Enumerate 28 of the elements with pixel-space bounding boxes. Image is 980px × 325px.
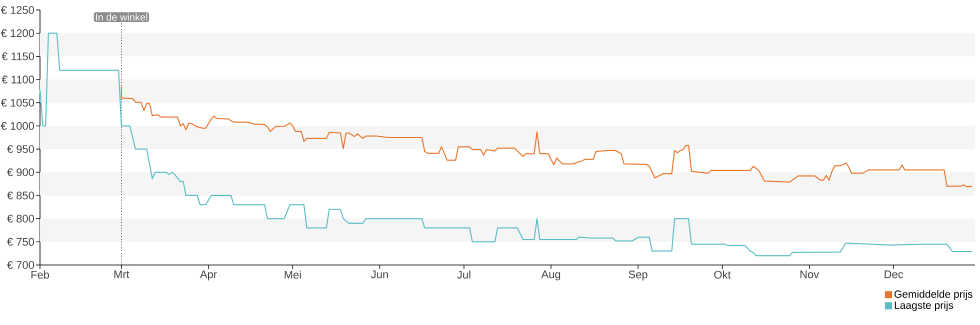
x-tick-label: Jun [371, 270, 388, 278]
y-tick-label: € 950 [7, 145, 34, 153]
ref-line-label: In de winkel [96, 13, 148, 21]
legend-label: Gemiddelde prijs [894, 290, 972, 300]
x-tick-label: Mrt [114, 270, 130, 278]
x-tick-label: Jul [457, 270, 470, 279]
y-tick-label: € 1050 [0, 98, 34, 107]
x-tick-label: Aug [541, 270, 560, 280]
x-tick-label: Nov [800, 270, 820, 278]
y-tick-label: € 850 [7, 192, 34, 200]
y-tick-label: € 1250 [0, 6, 34, 14]
y-tick-label: € 900 [7, 168, 34, 176]
y-tick-label: € 800 [7, 214, 34, 223]
x-tick-label: Sep [628, 270, 648, 280]
y-tick-label: € 1150 [2, 52, 34, 60]
x-tick-label: Apr [200, 270, 217, 280]
legend-label: Laagste prijs [894, 301, 954, 312]
line-series [39, 32, 973, 256]
x-tick-label: Dec [884, 270, 904, 278]
x-tick-label: Feb [31, 270, 50, 279]
line-series [120, 86, 973, 188]
y-tick-label: € 750 [7, 238, 34, 246]
x-tick-label: Mei [284, 270, 301, 279]
y-tick-label: € 700 [7, 261, 34, 269]
y-tick-label: € 1100 [2, 76, 34, 84]
x-tick-label: Okt [714, 270, 731, 279]
y-tick-label: € 1000 [0, 122, 34, 130]
y-tick-label: € 1200 [0, 29, 34, 38]
